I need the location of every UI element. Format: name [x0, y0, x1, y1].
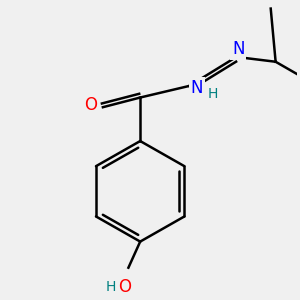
Text: O: O [118, 278, 131, 296]
Text: H: H [208, 87, 218, 101]
Text: O: O [85, 96, 98, 114]
Text: N: N [191, 79, 203, 97]
Text: H: H [106, 280, 116, 294]
Text: N: N [232, 40, 244, 58]
